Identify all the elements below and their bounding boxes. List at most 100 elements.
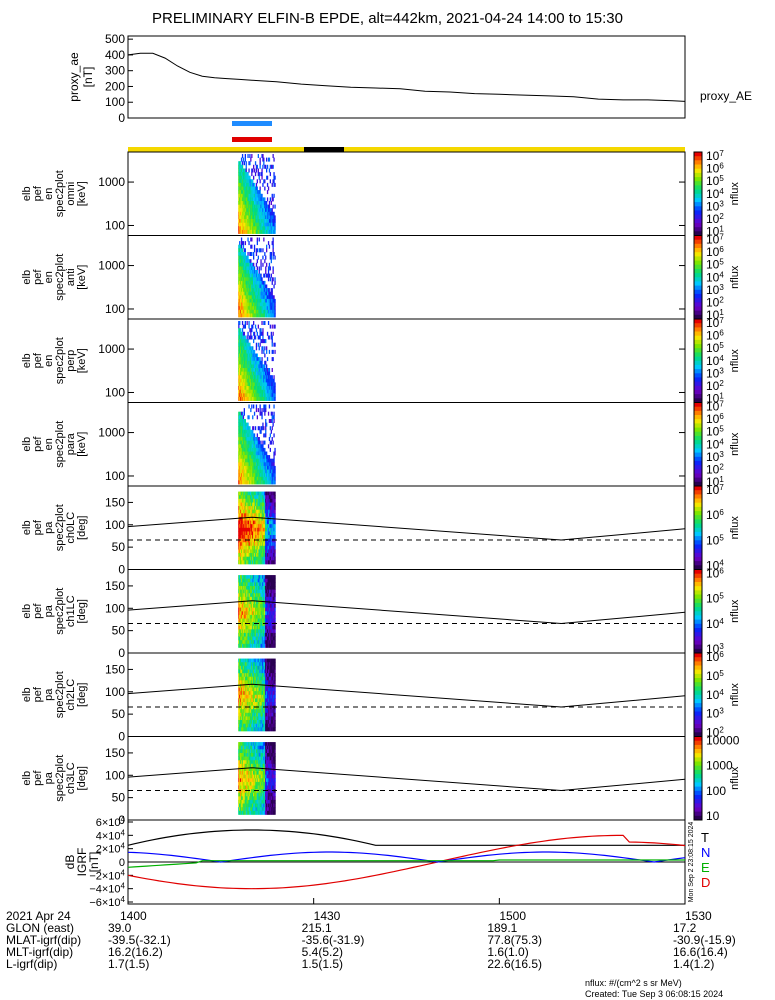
spectrogram-cell [243, 346, 245, 351]
spectrogram-cell [240, 396, 243, 401]
spectrogram-cell [253, 502, 256, 507]
spectrogram-cell [240, 611, 243, 616]
spectrogram-cell [270, 531, 272, 536]
spectrogram-cell [264, 643, 266, 648]
spectrogram-cell [239, 440, 241, 445]
spectrogram-cell [256, 669, 258, 674]
spectrogram-cell [266, 513, 269, 518]
spectrogram-cell [240, 277, 243, 282]
spectrogram-cell [254, 509, 257, 514]
spectrogram-cell [259, 596, 261, 601]
spectrogram-cell [254, 622, 257, 627]
spectrogram-cell [244, 560, 246, 565]
spectrogram-cell [255, 444, 258, 449]
spectrogram-cell [271, 226, 273, 231]
spectrogram-cell [257, 727, 259, 732]
spectrogram-cell [240, 262, 243, 267]
spectrogram-cell [268, 476, 271, 481]
spectrogram-cell [266, 705, 268, 710]
spectrogram-cell [262, 506, 264, 511]
spectrogram-cell [255, 694, 258, 699]
spectrogram-cell [251, 440, 253, 445]
spectrogram-cell [268, 211, 271, 216]
spectrogram-cell [259, 680, 261, 685]
spectrogram-cell [238, 349, 240, 354]
spectrogram-cell [239, 229, 241, 234]
spectrogram-cell [246, 614, 248, 619]
spectrogram-cell [266, 364, 268, 369]
spectrogram-cell [263, 636, 265, 641]
spectrogram-cell [240, 433, 243, 438]
spectrogram-cell [262, 335, 264, 340]
spectrogram-cell [239, 640, 241, 645]
spectrogram-cell [239, 262, 241, 267]
spectrogram-cell [243, 252, 245, 256]
spectrogram-cell [268, 396, 271, 401]
spectrogram-cell [256, 604, 258, 608]
spectrogram-cell [244, 705, 246, 710]
spectrogram-cell [268, 306, 271, 311]
spectrogram-cell [254, 687, 257, 692]
spectrogram-cell [254, 593, 257, 598]
spectrogram-cell [238, 614, 240, 619]
spectrogram-cell [243, 465, 245, 470]
spectrogram-panel-6: elb pef pa spec2plot ch2LC [deg] nflux [21, 652, 741, 737]
spectrogram-cell [238, 368, 240, 372]
spectrogram-cell [264, 259, 266, 264]
spectrogram-cell [243, 309, 245, 314]
spectrogram-cell [259, 215, 261, 220]
spectrogram-cell [268, 662, 271, 667]
spectrogram-cell [265, 604, 267, 608]
spectrogram-cell [248, 226, 250, 231]
spectrogram-cell [272, 462, 274, 467]
spectrogram-cell [254, 480, 257, 485]
spectrogram-cell [239, 335, 241, 340]
spectrogram-cell [267, 222, 270, 227]
spectrogram-cell [244, 658, 246, 663]
spectrogram-cell [266, 520, 268, 525]
spectrogram-cell [242, 368, 245, 372]
spectrogram-cell [253, 302, 255, 307]
spectrogram-cell [253, 219, 256, 223]
spectrogram-cell [261, 357, 263, 362]
spectrogram-cell [256, 658, 258, 663]
spectrogram-cell [241, 331, 244, 336]
spectrogram-cell [250, 502, 252, 507]
spectrogram-cell [256, 578, 258, 583]
spectrogram-cell [239, 291, 241, 296]
tick-label: 100 [105, 469, 125, 483]
spectrogram-cell [261, 683, 263, 688]
spectrogram-cell [258, 473, 260, 478]
spectrogram-cell [253, 204, 255, 209]
spectrogram-cell [243, 720, 245, 724]
spectrogram-cell [255, 328, 258, 333]
spectrogram-cell [270, 607, 272, 612]
spectrogram-cell [255, 575, 258, 580]
spectrogram-cell [268, 498, 271, 503]
spectrogram-cell [246, 575, 248, 580]
spectrogram-cell [252, 560, 254, 565]
spectrogram-cell [264, 520, 266, 525]
spectrogram-cell [240, 604, 242, 608]
spectrogram-cell [238, 219, 240, 223]
spectrogram-cell [250, 662, 252, 667]
spectrogram-cell [244, 204, 246, 209]
spectrogram-cell [262, 298, 264, 303]
spectrogram-cell [262, 662, 264, 667]
spectrogram-cell [242, 683, 245, 688]
spectrogram-cell [252, 727, 254, 732]
spectrogram-cell [265, 429, 267, 434]
spectrogram-cell [240, 393, 242, 398]
spectrogram-cell [248, 535, 250, 539]
spectrogram-cell [257, 596, 259, 601]
spectrogram-cell [245, 371, 247, 376]
spectrogram-cell [262, 582, 264, 587]
spectrogram-cell [254, 302, 257, 307]
colorbar-label: nflux [729, 349, 741, 373]
spectrogram-cell [248, 629, 250, 634]
spectrogram-cell [239, 698, 241, 703]
spectrogram-cell [256, 444, 258, 449]
spectrogram-cell [264, 683, 266, 688]
spectrogram-cell [262, 614, 264, 619]
spectrogram-cell [254, 720, 257, 724]
